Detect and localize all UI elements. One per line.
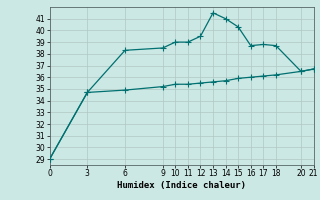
X-axis label: Humidex (Indice chaleur): Humidex (Indice chaleur) [117, 181, 246, 190]
